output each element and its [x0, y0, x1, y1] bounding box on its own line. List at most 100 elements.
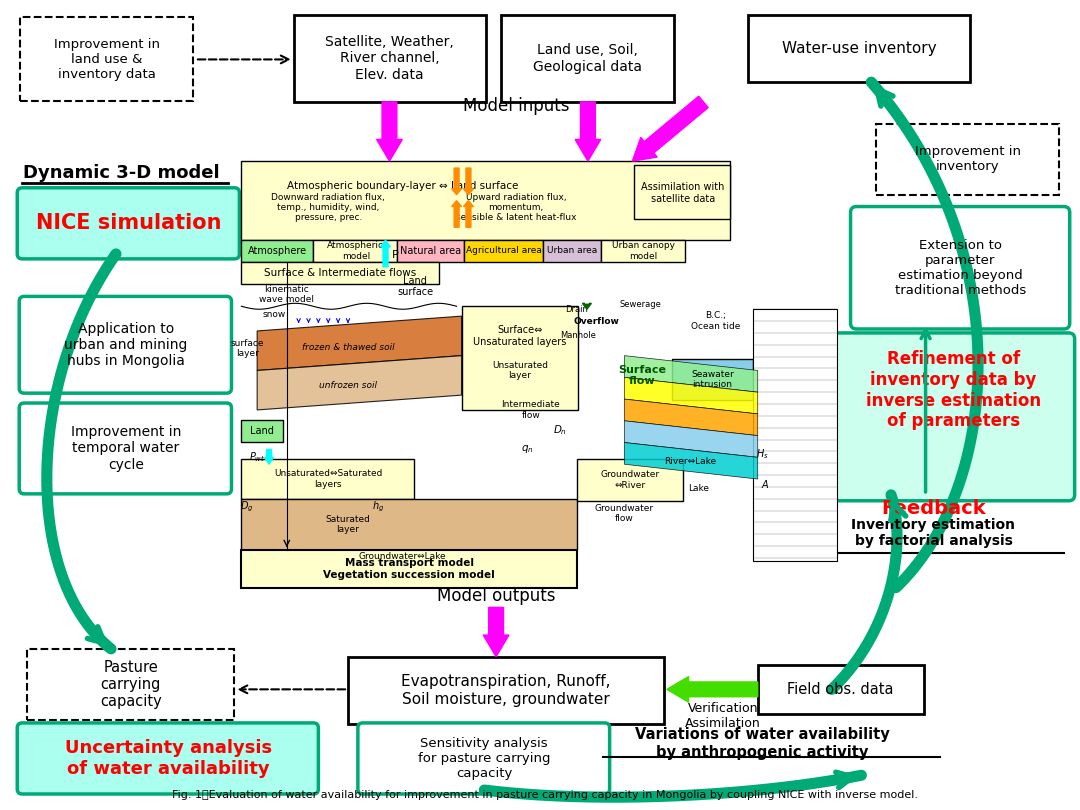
Text: P: P — [392, 250, 399, 260]
Text: Improvement in
temporal water
cycle: Improvement in temporal water cycle — [70, 425, 181, 471]
Text: Unsaturated⇔Saturated
layers: Unsaturated⇔Saturated layers — [274, 469, 382, 488]
Text: Sensitivity analysis
for pasture carrying
capacity: Sensitivity analysis for pasture carryin… — [418, 737, 551, 780]
Bar — [294, 15, 486, 102]
Bar — [348, 657, 664, 724]
Text: Atmospheric boundary-layer ⇔ Land surface: Atmospheric boundary-layer ⇔ Land surfac… — [286, 181, 518, 191]
Text: Feedback: Feedback — [881, 499, 986, 518]
Text: surface
layer: surface layer — [230, 339, 264, 358]
Text: Land use, Soil,
Geological data: Land use, Soil, Geological data — [534, 44, 643, 74]
Text: Field obs. data: Field obs. data — [787, 682, 894, 697]
Text: Natural area: Natural area — [401, 246, 461, 256]
Bar — [241, 420, 283, 441]
Text: Extension to
parameter
estimation beyond
traditional methods: Extension to parameter estimation beyond… — [894, 239, 1026, 296]
FancyArrow shape — [483, 608, 509, 657]
Bar — [397, 240, 464, 262]
Bar — [241, 459, 414, 499]
Polygon shape — [624, 356, 758, 392]
Text: Sewerage: Sewerage — [619, 300, 661, 309]
Text: Groundwater
⇔River: Groundwater ⇔River — [600, 471, 660, 490]
Bar — [543, 240, 600, 262]
Text: Model inputs: Model inputs — [462, 97, 569, 115]
FancyBboxPatch shape — [831, 333, 1075, 501]
Text: unfrozen soil: unfrozen soil — [319, 381, 377, 390]
Text: Improvement in
land use &
inventory data: Improvement in land use & inventory data — [54, 38, 160, 81]
FancyBboxPatch shape — [357, 723, 609, 794]
FancyArrow shape — [463, 201, 473, 228]
Bar — [672, 359, 753, 400]
Text: Surface & Intermediate flows: Surface & Intermediate flows — [264, 267, 416, 278]
FancyArrow shape — [582, 303, 592, 309]
Text: Lake: Lake — [688, 484, 708, 493]
Bar — [241, 161, 730, 240]
FancyArrow shape — [633, 96, 708, 161]
Text: Variations of water availability
by anthropogenic activity: Variations of water availability by anth… — [635, 727, 890, 760]
Text: Seawater
intrusion: Seawater intrusion — [691, 369, 733, 389]
Text: Groundwater
flow: Groundwater flow — [595, 504, 654, 523]
Text: snow: snow — [262, 309, 285, 318]
Bar — [21, 17, 193, 101]
Bar — [747, 15, 970, 82]
Polygon shape — [624, 399, 758, 436]
Bar — [501, 15, 674, 102]
FancyBboxPatch shape — [19, 403, 231, 494]
Bar — [634, 165, 730, 220]
Bar — [461, 306, 578, 410]
Polygon shape — [624, 442, 758, 479]
Polygon shape — [257, 316, 461, 370]
Text: Upward radiation flux,
momentum,
sensible & latent heat-flux: Upward radiation flux, momentum, sensibl… — [456, 193, 576, 223]
Bar — [241, 499, 577, 550]
Text: Evapotranspiration, Runoff,
Soil moisture, groundwater: Evapotranspiration, Runoff, Soil moistur… — [401, 674, 610, 706]
Text: Model outputs: Model outputs — [436, 586, 555, 604]
Text: Inventory estimation
by factorial analysis: Inventory estimation by factorial analys… — [851, 518, 1015, 548]
Bar — [758, 665, 923, 714]
Text: $D_g$: $D_g$ — [240, 500, 253, 514]
Bar — [313, 240, 397, 262]
Bar — [241, 262, 438, 284]
Text: Urban area: Urban area — [546, 246, 597, 255]
Text: Dynamic 3-D model: Dynamic 3-D model — [23, 164, 219, 182]
Text: Surface⇔
Unsaturated layers: Surface⇔ Unsaturated layers — [473, 325, 567, 347]
Polygon shape — [624, 421, 758, 458]
Text: Overflow: Overflow — [573, 317, 620, 326]
Text: $D_n$: $D_n$ — [553, 423, 567, 437]
Text: Intermediate
flow: Intermediate flow — [501, 400, 561, 420]
Text: Drain: Drain — [566, 305, 589, 313]
Text: Land: Land — [251, 426, 274, 436]
Text: Water-use inventory: Water-use inventory — [782, 41, 936, 56]
Text: Verification
Assimilation: Verification Assimilation — [686, 702, 761, 730]
FancyArrow shape — [451, 168, 461, 194]
Text: Fig. 1　Evaluation of water availability for improvement in pasture carrying capa: Fig. 1 Evaluation of water availability … — [173, 790, 918, 800]
Text: $P_{wt}$: $P_{wt}$ — [249, 450, 266, 464]
Text: $h_g$: $h_g$ — [372, 500, 383, 514]
Text: NICE simulation: NICE simulation — [36, 213, 221, 233]
Text: Downward radiation flux,
temp., humidity, wind,
pressure, prec.: Downward radiation flux, temp., humidity… — [271, 193, 386, 223]
Bar — [753, 309, 837, 561]
FancyArrow shape — [265, 450, 273, 464]
Text: Pasture
carrying
capacity: Pasture carrying capacity — [100, 659, 162, 710]
Polygon shape — [257, 356, 461, 410]
Text: Uncertainty analysis
of water availability: Uncertainty analysis of water availabili… — [65, 739, 272, 778]
FancyArrow shape — [575, 102, 600, 161]
Bar — [241, 240, 313, 262]
Text: Assimilation with
satellite data: Assimilation with satellite data — [642, 182, 725, 203]
Bar — [27, 649, 234, 720]
FancyArrow shape — [463, 168, 473, 194]
Bar — [577, 459, 683, 501]
Text: Groundwater⇔Lake: Groundwater⇔Lake — [359, 552, 446, 561]
Text: frozen & thawed soil: frozen & thawed soil — [301, 343, 394, 352]
Text: $H_s$: $H_s$ — [756, 447, 769, 461]
Text: Unsaturated
layer: Unsaturated layer — [491, 360, 548, 380]
Text: B.C.;
Ocean tide: B.C.; Ocean tide — [690, 311, 740, 330]
Text: Refinement of
inventory data by
inverse estimation
of parameters: Refinement of inventory data by inverse … — [866, 350, 1041, 430]
Text: Manhole: Manhole — [561, 331, 596, 340]
Bar — [876, 124, 1058, 194]
Text: Mass transport model
Vegetation succession model: Mass transport model Vegetation successi… — [323, 558, 495, 580]
Text: Improvement in
inventory: Improvement in inventory — [915, 145, 1021, 173]
Text: Atmospheric
model: Atmospheric model — [327, 241, 384, 261]
Text: River⇔Lake: River⇔Lake — [664, 457, 717, 466]
FancyBboxPatch shape — [851, 207, 1069, 329]
Text: Application to
urban and mining
hubs in Mongolia: Application to urban and mining hubs in … — [64, 322, 188, 368]
Polygon shape — [624, 377, 758, 414]
Text: Satellite, Weather,
River channel,
Elev. data: Satellite, Weather, River channel, Elev.… — [325, 36, 454, 82]
FancyArrow shape — [666, 676, 758, 702]
